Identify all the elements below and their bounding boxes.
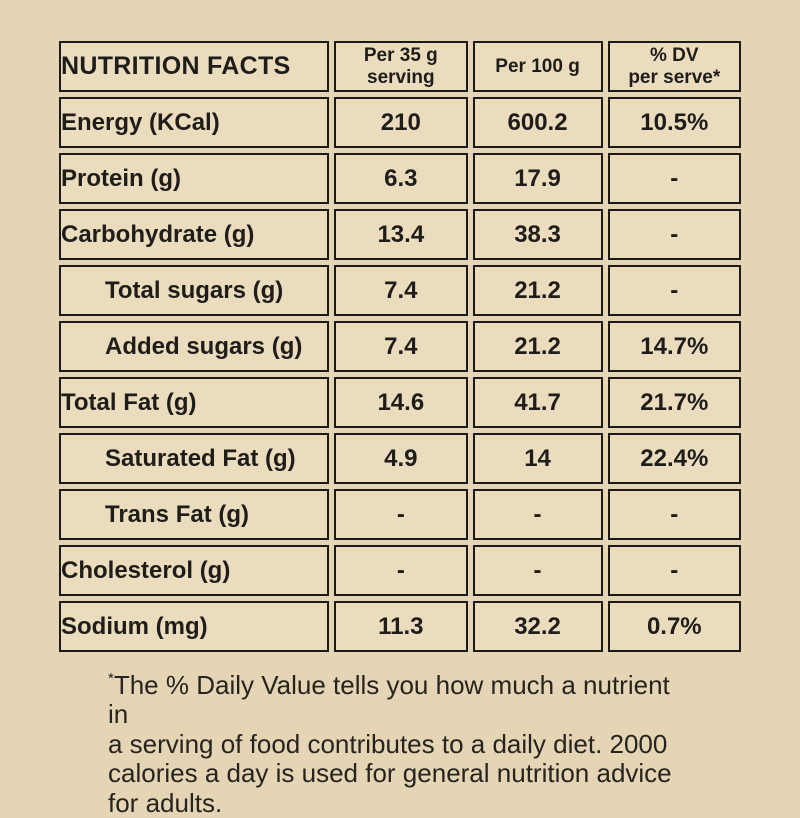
column-header-per-100g: Per 100 g [472, 41, 603, 92]
value-dv: - [607, 153, 741, 204]
value-per-serving: 13.4 [334, 209, 468, 260]
value-per-serving: - [334, 545, 468, 596]
row-label: Carbohydrate (g) [59, 209, 330, 260]
value-dv: - [607, 209, 741, 260]
value-per-100g: - [472, 489, 603, 540]
table-row: Carbohydrate (g) 13.4 38.3 - [59, 209, 741, 260]
daily-value-footnote: *The % Daily Value tells you how much a … [108, 670, 692, 818]
row-label: Protein (g) [59, 153, 330, 204]
value-per-100g: 600.2 [472, 97, 603, 148]
value-per-100g: 21.2 [472, 321, 603, 372]
value-per-100g: 32.2 [472, 601, 603, 652]
table-row: Total sugars (g) 7.4 21.2 - [59, 265, 741, 316]
value-per-serving: - [334, 489, 468, 540]
value-dv: 10.5% [607, 97, 741, 148]
row-label: Saturated Fat (g) [59, 433, 330, 484]
value-per-100g: - [472, 545, 603, 596]
value-dv: - [607, 545, 741, 596]
row-label: Energy (KCal) [59, 97, 330, 148]
value-per-serving: 14.6 [334, 377, 468, 428]
row-label: Trans Fat (g) [59, 489, 330, 540]
table-row: Trans Fat (g) - - - [59, 489, 741, 540]
nutrition-facts-table: NUTRITION FACTS Per 35 g serving Per 100… [54, 36, 746, 657]
row-label: Cholesterol (g) [59, 545, 330, 596]
value-per-100g: 14 [472, 433, 603, 484]
table-row: Cholesterol (g) - - - [59, 545, 741, 596]
value-per-serving: 4.9 [334, 433, 468, 484]
value-per-100g: 38.3 [472, 209, 603, 260]
nutrition-table-body: Energy (KCal) 210 600.2 10.5% Protein (g… [59, 97, 741, 652]
value-dv: 21.7% [607, 377, 741, 428]
value-dv: 22.4% [607, 433, 741, 484]
value-dv: 0.7% [607, 601, 741, 652]
value-per-100g: 17.9 [472, 153, 603, 204]
row-label: Added sugars (g) [59, 321, 330, 372]
row-label: Total sugars (g) [59, 265, 330, 316]
table-row: Total Fat (g) 14.6 41.7 21.7% [59, 377, 741, 428]
table-header: NUTRITION FACTS Per 35 g serving Per 100… [59, 41, 741, 92]
value-per-100g: 21.2 [472, 265, 603, 316]
row-label: Sodium (mg) [59, 601, 330, 652]
footnote-asterisk: * [108, 670, 114, 687]
table-row: Added sugars (g) 7.4 21.2 14.7% [59, 321, 741, 372]
value-per-serving: 6.3 [334, 153, 468, 204]
table-row: Sodium (mg) 11.3 32.2 0.7% [59, 601, 741, 652]
column-header-per-serving: Per 35 g serving [334, 41, 468, 92]
table-row: Energy (KCal) 210 600.2 10.5% [59, 97, 741, 148]
footnote-text: The % Daily Value tells you how much a n… [108, 670, 672, 818]
value-dv: - [607, 265, 741, 316]
row-label: Total Fat (g) [59, 377, 330, 428]
value-per-serving: 7.4 [334, 321, 468, 372]
value-dv: - [607, 489, 741, 540]
column-header-dv: % DV per serve* [607, 41, 741, 92]
value-per-serving: 210 [334, 97, 468, 148]
value-per-serving: 7.4 [334, 265, 468, 316]
value-per-serving: 11.3 [334, 601, 468, 652]
table-row: Protein (g) 6.3 17.9 - [59, 153, 741, 204]
table-row: Saturated Fat (g) 4.9 14 22.4% [59, 433, 741, 484]
header-row: NUTRITION FACTS Per 35 g serving Per 100… [59, 41, 741, 92]
value-dv: 14.7% [607, 321, 741, 372]
value-per-100g: 41.7 [472, 377, 603, 428]
table-title: NUTRITION FACTS [59, 41, 330, 92]
